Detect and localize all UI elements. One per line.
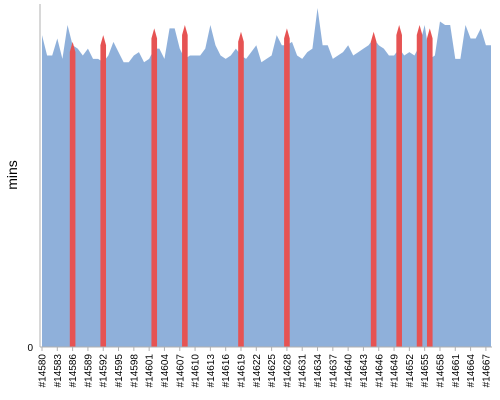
- highlight-spike: [396, 24, 402, 347]
- x-tick-label: #14661: [451, 354, 462, 388]
- x-tick-label: #14598: [129, 354, 140, 388]
- x-tick-label: #14628: [282, 354, 293, 388]
- x-tick-label: #14604: [160, 354, 171, 388]
- highlight-spike: [370, 31, 377, 347]
- x-tick-label: #14646: [374, 354, 385, 388]
- highlight-spike: [182, 24, 188, 347]
- x-tick-label: #14667: [481, 354, 492, 388]
- x-tick-label: #14613: [206, 354, 217, 388]
- x-tick-label: #14589: [83, 354, 94, 388]
- x-tick-label: #14640: [344, 354, 355, 388]
- x-tick-label: #14658: [435, 354, 446, 388]
- y-tick-label: 0: [27, 343, 33, 354]
- x-tick-label: #14664: [466, 354, 477, 388]
- x-tick-label: #14655: [420, 354, 431, 388]
- x-tick-label: #14652: [405, 354, 416, 388]
- x-tick-label: #14637: [328, 354, 339, 388]
- x-tick-label: #14610: [191, 354, 202, 388]
- x-tick-label: #14619: [236, 354, 247, 388]
- x-tick-label: #14592: [99, 354, 110, 388]
- x-tick-label: #14622: [252, 354, 263, 388]
- x-tick-label: #14616: [221, 354, 232, 388]
- x-tick-label: #14583: [53, 354, 64, 388]
- x-tick-label: #14601: [145, 354, 156, 388]
- x-tick-label: #14595: [114, 354, 125, 388]
- x-tick-label: #14580: [38, 354, 49, 388]
- highlight-spike: [69, 41, 76, 348]
- highlight-spike: [151, 28, 158, 348]
- highlight-spike: [416, 24, 423, 347]
- x-tick-label: #14607: [175, 354, 186, 388]
- x-tick-label: #14634: [313, 354, 324, 388]
- highlight-spike: [426, 28, 433, 348]
- highlight-spike: [284, 28, 290, 348]
- x-tick-label: #14649: [390, 354, 401, 388]
- x-tick-label: #14586: [68, 354, 79, 388]
- highlight-spike: [238, 31, 244, 347]
- area-series-0: [42, 8, 491, 347]
- x-tick-label: #14625: [267, 354, 278, 388]
- y-axis-title: mins: [4, 160, 20, 190]
- highlight-spike: [100, 35, 107, 348]
- x-tick-label: #14631: [298, 354, 309, 388]
- x-tick-label: #14643: [359, 354, 370, 388]
